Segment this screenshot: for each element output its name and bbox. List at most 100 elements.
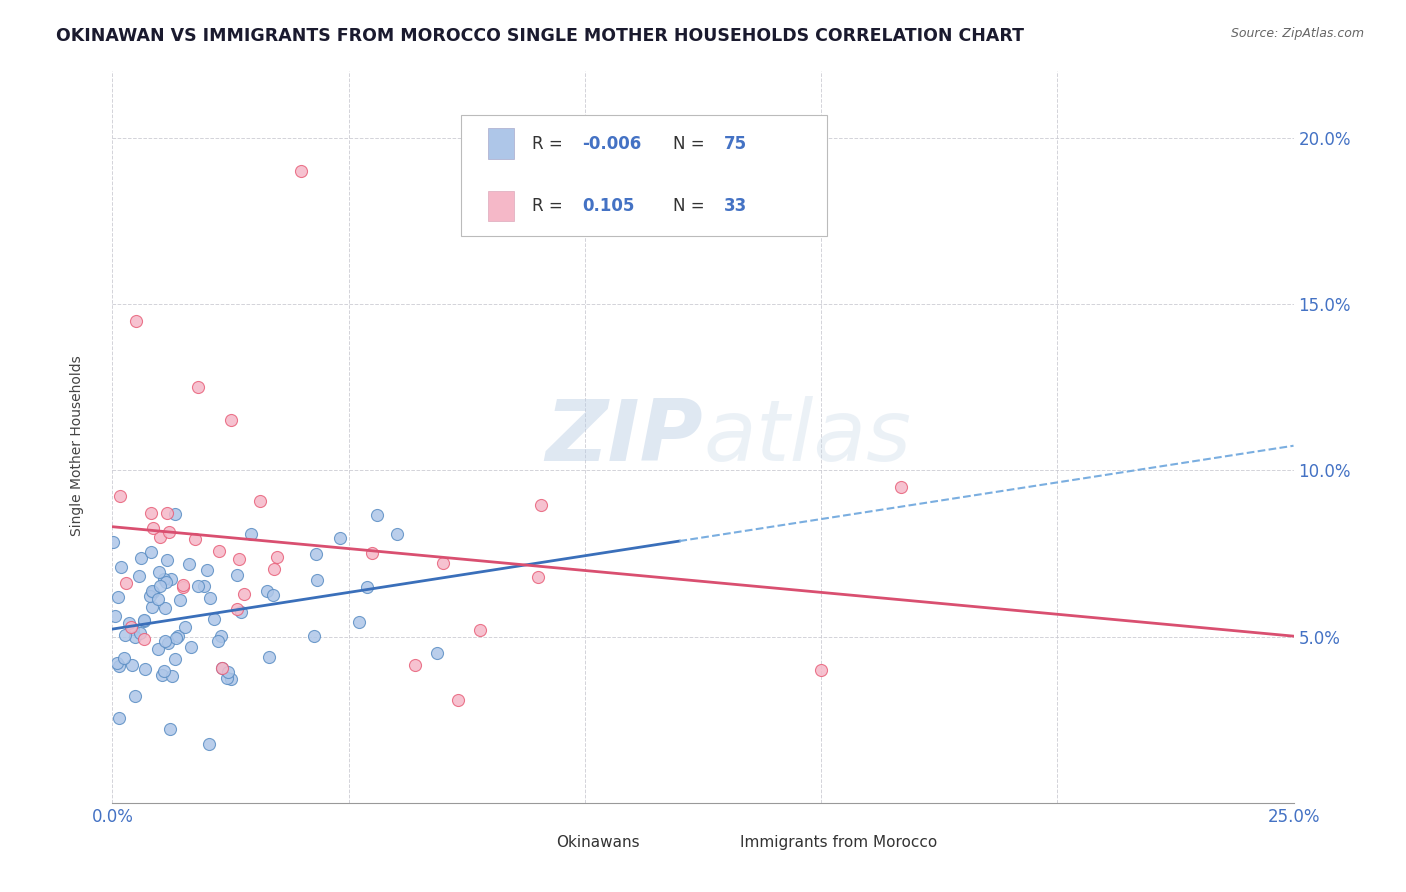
- Point: [187, 579, 209, 593]
- Point: [225, 601, 247, 615]
- Point: [167, 628, 190, 642]
- Point: [249, 494, 271, 508]
- Point: [131, 551, 153, 566]
- Point: [159, 723, 181, 737]
- Point: [139, 506, 162, 520]
- Point: [219, 672, 242, 686]
- Point: [157, 525, 180, 540]
- Point: [114, 628, 136, 642]
- Point: [165, 508, 187, 522]
- Point: [347, 615, 370, 629]
- Point: [217, 671, 239, 685]
- Point: [305, 573, 328, 587]
- Point: [211, 661, 233, 675]
- Point: [146, 592, 169, 607]
- Point: [108, 489, 131, 503]
- Point: [146, 641, 169, 656]
- Point: [256, 584, 278, 599]
- Point: [329, 532, 352, 546]
- Point: [302, 629, 325, 643]
- Point: [165, 631, 187, 645]
- Point: [149, 530, 172, 544]
- Text: Okinawans: Okinawans: [557, 835, 640, 850]
- Point: [125, 314, 148, 328]
- Point: [226, 568, 249, 582]
- Point: [209, 629, 232, 643]
- Text: R =: R =: [531, 135, 568, 153]
- Point: [148, 566, 170, 580]
- Point: [112, 650, 135, 665]
- Point: [195, 563, 218, 577]
- Point: [173, 620, 195, 634]
- Text: R =: R =: [531, 197, 568, 215]
- Point: [156, 553, 179, 567]
- FancyBboxPatch shape: [461, 115, 827, 235]
- Point: [266, 549, 288, 564]
- Point: [142, 585, 165, 599]
- Text: Source: ZipAtlas.com: Source: ZipAtlas.com: [1230, 27, 1364, 40]
- Point: [141, 521, 163, 535]
- Point: [150, 667, 173, 681]
- Point: [231, 605, 253, 619]
- Point: [207, 633, 229, 648]
- Point: [165, 652, 187, 666]
- Point: [262, 588, 284, 602]
- FancyBboxPatch shape: [488, 191, 515, 221]
- Text: atlas: atlas: [703, 395, 911, 479]
- Point: [356, 580, 378, 594]
- Point: [366, 508, 388, 522]
- Text: OKINAWAN VS IMMIGRANTS FROM MOROCCO SINGLE MOTHER HOUSEHOLDS CORRELATION CHART: OKINAWAN VS IMMIGRANTS FROM MOROCCO SING…: [56, 27, 1024, 45]
- Point: [160, 669, 183, 683]
- Point: [108, 659, 131, 673]
- Point: [120, 619, 142, 633]
- Point: [160, 572, 183, 586]
- Text: 0.105: 0.105: [582, 197, 636, 215]
- Point: [118, 616, 141, 631]
- Point: [169, 593, 191, 607]
- Point: [155, 633, 177, 648]
- Point: [134, 662, 156, 676]
- Point: [208, 544, 231, 558]
- Point: [114, 575, 136, 590]
- Point: [233, 587, 256, 601]
- Point: [141, 599, 163, 614]
- Point: [257, 649, 280, 664]
- Point: [156, 506, 179, 520]
- FancyBboxPatch shape: [697, 830, 723, 855]
- Point: [156, 636, 179, 650]
- Point: [184, 533, 207, 547]
- Point: [110, 559, 132, 574]
- Point: [132, 632, 155, 647]
- Text: Immigrants from Morocco: Immigrants from Morocco: [740, 835, 936, 850]
- Point: [152, 572, 174, 586]
- Text: 33: 33: [724, 197, 748, 215]
- Point: [177, 557, 200, 571]
- Text: Single Mother Households: Single Mother Households: [70, 356, 84, 536]
- Point: [141, 545, 163, 559]
- Point: [186, 380, 208, 394]
- Point: [105, 656, 128, 670]
- Text: N =: N =: [673, 197, 710, 215]
- Point: [228, 551, 250, 566]
- Point: [432, 557, 454, 571]
- Point: [124, 630, 146, 644]
- Point: [129, 626, 152, 640]
- Point: [149, 579, 172, 593]
- Point: [141, 584, 163, 599]
- Point: [530, 498, 553, 512]
- Point: [198, 591, 221, 605]
- Point: [132, 614, 155, 628]
- Point: [153, 601, 176, 615]
- Point: [172, 580, 194, 594]
- Point: [447, 693, 470, 707]
- Point: [387, 526, 409, 541]
- Point: [810, 663, 832, 677]
- Point: [124, 689, 146, 703]
- Point: [121, 658, 143, 673]
- Point: [305, 548, 328, 562]
- Point: [132, 613, 155, 627]
- Point: [426, 646, 449, 660]
- Point: [104, 608, 127, 623]
- Point: [101, 535, 124, 549]
- Text: 75: 75: [724, 135, 748, 153]
